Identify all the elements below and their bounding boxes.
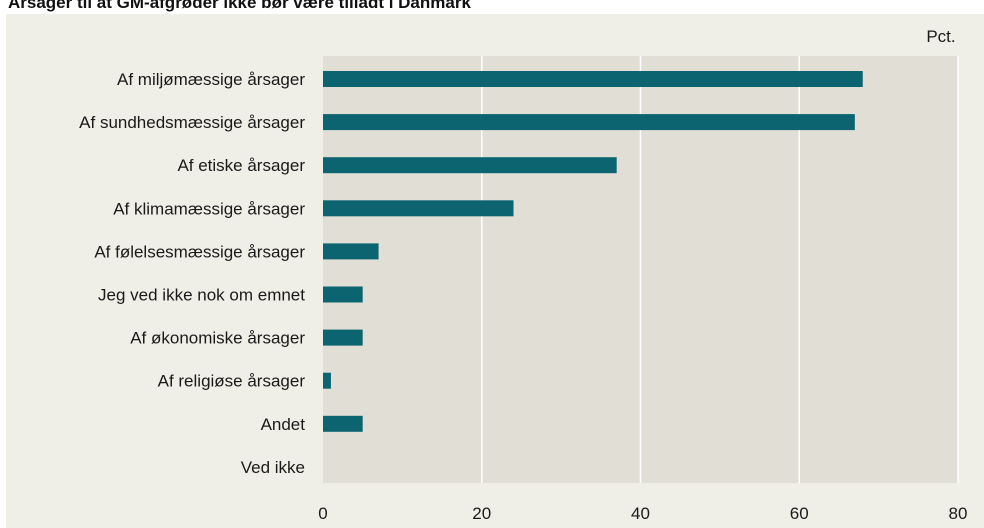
category-label: Af religiøse årsager bbox=[158, 372, 306, 391]
bar bbox=[323, 372, 331, 389]
x-tick-label: 80 bbox=[949, 504, 968, 523]
chart-title: Årsager til at GM-afgrøder ikke bør være… bbox=[8, 0, 471, 12]
bar bbox=[323, 71, 863, 87]
category-label: Af økonomiske årsager bbox=[130, 329, 305, 348]
category-label: Af klimamæssige årsager bbox=[113, 199, 305, 218]
x-tick-label: 20 bbox=[472, 504, 491, 523]
unit-label: Pct. bbox=[926, 27, 955, 46]
category-label: Af miljømæssige årsager bbox=[117, 70, 305, 89]
bars bbox=[323, 71, 863, 432]
bar bbox=[323, 329, 363, 346]
category-label: Af følelsesmæssige årsager bbox=[94, 242, 305, 261]
bar bbox=[323, 157, 617, 174]
category-label: Andet bbox=[261, 415, 306, 434]
bar bbox=[323, 243, 379, 260]
category-label: Af sundhedsmæssige årsager bbox=[79, 113, 305, 132]
bar bbox=[323, 114, 855, 131]
category-label: Af etiske årsager bbox=[177, 156, 305, 175]
x-tick-label: 60 bbox=[790, 504, 809, 523]
x-tick-labels: 0 20 40 60 80 bbox=[318, 504, 967, 523]
bar bbox=[323, 286, 363, 303]
x-tick-label: 40 bbox=[631, 504, 650, 523]
category-labels: Af miljømæssige årsager Af sundhedsmæssig… bbox=[79, 70, 305, 477]
category-label: Ved ikke bbox=[241, 458, 305, 477]
bar bbox=[323, 415, 363, 432]
x-tick-label: 0 bbox=[318, 504, 327, 523]
bar bbox=[323, 200, 514, 217]
category-label: Jeg ved ikke nok om emnet bbox=[98, 286, 305, 305]
